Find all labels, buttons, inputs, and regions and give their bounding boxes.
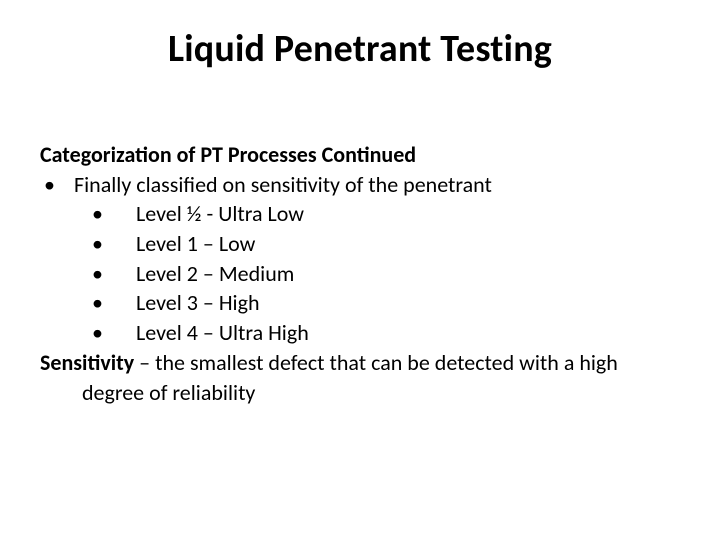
list-item-text: Level 2 – Medium bbox=[136, 259, 294, 289]
bullet-icon: • bbox=[88, 199, 136, 229]
definition-term: Sensitivity bbox=[40, 349, 134, 376]
bullet-icon: • bbox=[40, 170, 74, 200]
list-item-lvl1: • Finally classified on sensitivity of t… bbox=[40, 170, 680, 200]
list-item-text: Level 3 – High bbox=[136, 288, 260, 318]
list-item-text: Level ½ - Ultra Low bbox=[136, 199, 304, 229]
list-item-lvl2: • Level ½ - Ultra Low bbox=[40, 199, 680, 229]
list-item-text: Level 1 – Low bbox=[136, 229, 255, 259]
list-item-lvl2: • Level 4 – Ultra High bbox=[40, 318, 680, 348]
bullet-icon: • bbox=[88, 259, 136, 289]
definition-block: Sensitivity – the smallest defect that c… bbox=[40, 348, 680, 407]
body-subhead: Categorization of PT Processes Continued bbox=[40, 140, 680, 170]
definition-separator: – bbox=[134, 349, 155, 376]
slide-body: Categorization of PT Processes Continued… bbox=[40, 140, 680, 407]
list-item-lvl2: • Level 1 – Low bbox=[40, 229, 680, 259]
definition-line2: degree of reliability bbox=[40, 378, 680, 408]
bullet-icon: • bbox=[88, 288, 136, 318]
list-item-text: Finally classified on sensitivity of the… bbox=[74, 170, 492, 200]
list-item-lvl2: • Level 3 – High bbox=[40, 288, 680, 318]
bullet-icon: • bbox=[88, 229, 136, 259]
list-item-text: Level 4 – Ultra High bbox=[136, 318, 309, 348]
bullet-icon: • bbox=[88, 318, 136, 348]
definition-line1: the smallest defect that can be detected… bbox=[155, 349, 618, 376]
list-item-lvl2: • Level 2 – Medium bbox=[40, 259, 680, 289]
slide: Liquid Penetrant Testing Categorization … bbox=[0, 0, 720, 540]
slide-title: Liquid Penetrant Testing bbox=[0, 26, 720, 72]
